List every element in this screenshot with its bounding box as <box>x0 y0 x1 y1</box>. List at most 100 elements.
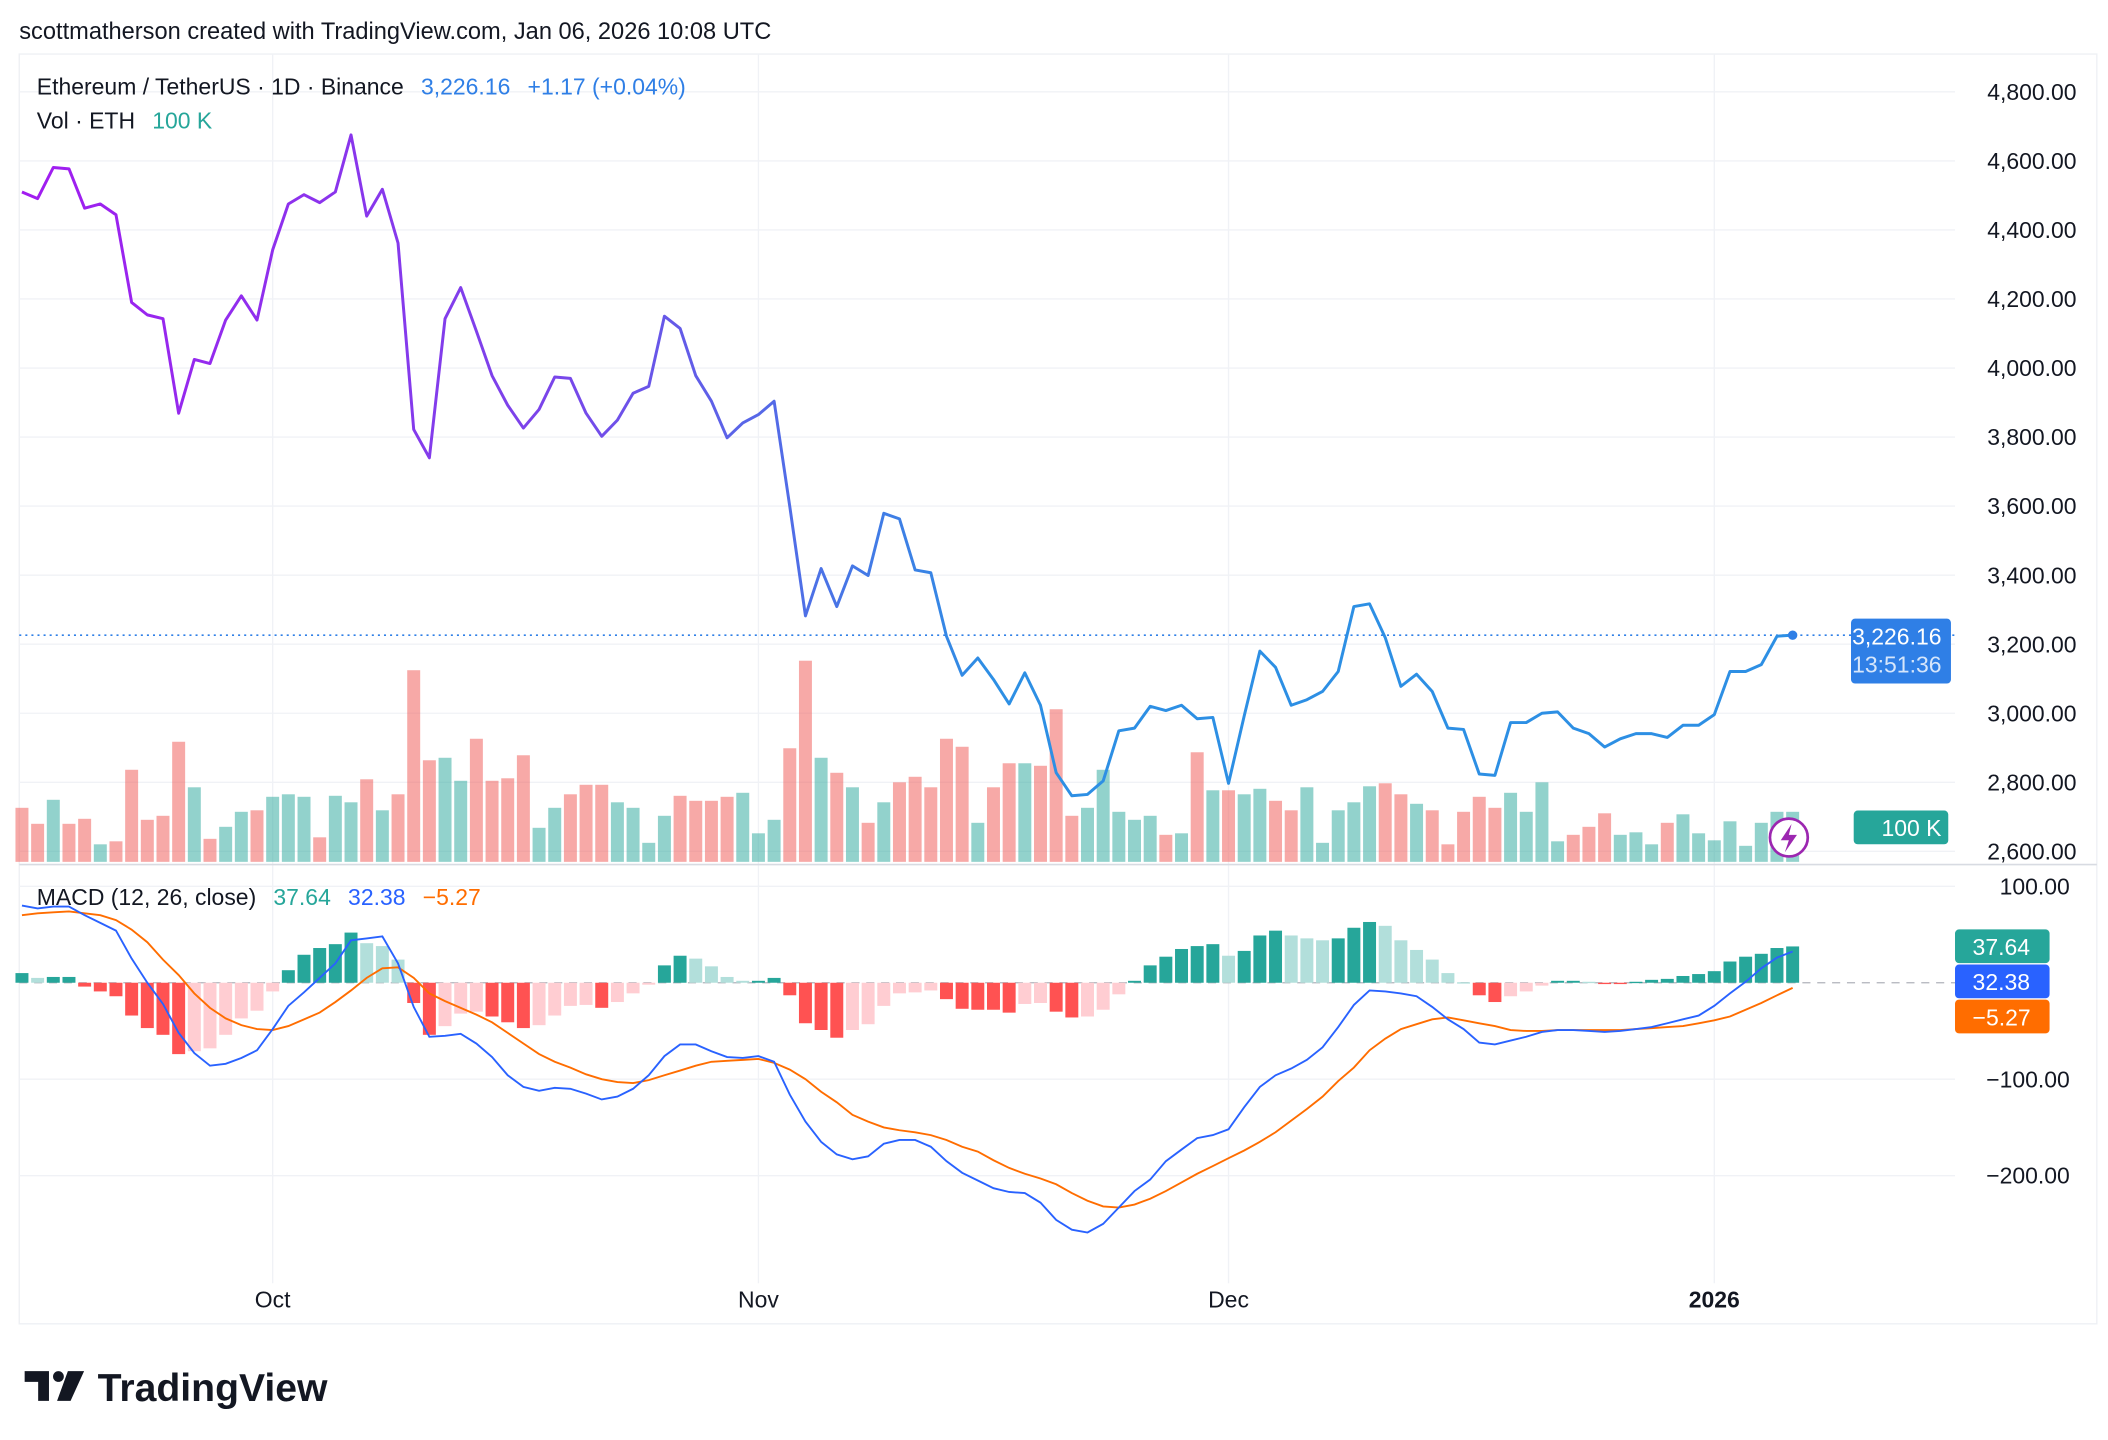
macd-hist-badge: 37.64 <box>1955 929 2050 964</box>
macd-signal-badge-value: −5.27 <box>1973 1004 2031 1030</box>
volume-bar <box>1347 802 1361 862</box>
macd-histogram-bar <box>1253 935 1267 983</box>
macd-histogram-bar <box>1159 956 1173 983</box>
volume-bar <box>626 807 640 862</box>
volume-bar <box>1598 813 1612 862</box>
macd-histogram-bar <box>1018 982 1032 1004</box>
macd-histogram-bar <box>234 982 248 1019</box>
price-tick-label: 3,800.00 <box>1987 424 2076 450</box>
macd-histogram-bar <box>642 982 656 985</box>
volume-bar <box>579 784 593 862</box>
macd-histogram-bar <box>798 982 812 1024</box>
volume-bar <box>469 738 483 862</box>
legend-change: +1.17 (+0.04%) <box>528 74 686 100</box>
volume-bar <box>1300 787 1314 862</box>
volume-bar <box>642 842 656 862</box>
volume-bar <box>1488 807 1502 862</box>
volume-bar <box>673 795 687 862</box>
time-tick-label: 2026 <box>1689 1287 1740 1313</box>
volume-bar <box>344 802 358 862</box>
lightning-icon[interactable] <box>1768 817 1810 858</box>
macd-histogram-bar <box>1284 935 1298 983</box>
volume-bar <box>1629 832 1643 862</box>
macd-histogram-bar <box>1660 978 1674 983</box>
macd-histogram-bar <box>626 982 640 994</box>
price-tick-label: 2,600.00 <box>1987 838 2076 864</box>
macd-histogram-bar <box>46 976 60 983</box>
volume-bar <box>1410 803 1424 862</box>
chart-frame <box>18 53 2098 1325</box>
time-tick-label: Dec <box>1208 1287 1249 1313</box>
macd-histogram-bar <box>1425 959 1439 983</box>
volume-bar <box>1551 841 1565 862</box>
volume-bar <box>360 779 374 862</box>
volume-bar <box>532 827 546 862</box>
volume-bar <box>391 794 405 862</box>
volume-bar <box>1692 833 1706 862</box>
macd-histogram-bar <box>689 958 703 983</box>
macd-histogram-bar <box>501 982 515 1023</box>
macd-histogram-bar <box>1582 981 1596 984</box>
volume-bars <box>15 660 1800 862</box>
tradingview-logo[interactable]: TradingView <box>24 1367 328 1410</box>
macd-histogram <box>15 921 1800 1055</box>
macd-histogram-bar <box>31 977 45 983</box>
time-axis[interactable]: Oct Nov Dec 2026 <box>255 1287 1740 1313</box>
macd-histogram-bar <box>1002 982 1016 1013</box>
volume-bar <box>93 844 107 862</box>
volume-bar <box>1739 845 1753 862</box>
volume-bar <box>1269 800 1283 862</box>
volume-bar <box>1394 794 1408 862</box>
macd-histogram-bar <box>1034 982 1047 1003</box>
macd-histogram-bar <box>1065 982 1079 1018</box>
volume-bar <box>767 819 781 862</box>
volume-bar <box>62 823 76 862</box>
volume-bar <box>501 778 515 862</box>
volume-bar <box>1566 834 1580 862</box>
volume-bar <box>1316 842 1330 862</box>
volume-bar <box>1128 819 1141 862</box>
macd-histogram-bar <box>1786 946 1800 983</box>
macd-histogram-bar <box>1081 982 1094 1017</box>
volume-bar <box>438 757 452 862</box>
macd-histogram-bar <box>971 982 985 1010</box>
volume-bar <box>15 807 29 862</box>
volume-bar <box>328 795 342 862</box>
volume-bar <box>1457 811 1471 862</box>
macd-histogram-bar <box>1237 950 1251 983</box>
macd-histogram-bar <box>532 982 546 1026</box>
volume-bar <box>986 787 1000 862</box>
macd-axis[interactable]: 100.00 −100.00 −200.00 <box>1986 873 2070 1188</box>
macd-histogram-bar <box>140 982 154 1029</box>
legend-macd-label: MACD (12, 26, close) <box>37 884 256 910</box>
volume-bar <box>971 822 985 862</box>
macd-histogram-bar <box>1331 938 1345 983</box>
macd-histogram-bar <box>250 982 264 1011</box>
volume-bar <box>877 802 891 862</box>
macd-histogram-bar <box>109 982 123 997</box>
macd-histogram-bar <box>375 946 389 983</box>
volume-bar <box>1034 765 1047 862</box>
volume-bar <box>1425 810 1439 862</box>
volume-bar <box>1112 811 1126 862</box>
volume-bar <box>689 800 703 862</box>
price-tick-label: 4,000.00 <box>1987 355 2076 381</box>
macd-histogram-bar <box>1472 982 1486 996</box>
price-tick-label: 4,400.00 <box>1987 217 2076 243</box>
volume-bar <box>908 776 922 862</box>
macd-histogram-bar <box>1222 955 1236 983</box>
volume-bar <box>187 787 201 862</box>
legend-row-macd: MACD (12, 26, close) 37.64 32.38 −5.27 <box>37 884 481 910</box>
macd-line-badge: 32.38 <box>1955 964 2050 999</box>
volume-bar <box>1175 833 1189 862</box>
macd-tick-label: −200.00 <box>1986 1163 2070 1189</box>
macd-histogram-bar <box>1347 927 1361 983</box>
volume-bar <box>1190 752 1204 862</box>
volume-bar <box>720 796 734 862</box>
legend-macd-signal: −5.27 <box>423 884 481 910</box>
price-line <box>21 133 1793 798</box>
price-axis[interactable]: 4,800.00 4,600.00 4,400.00 4,200.00 4,000.00… <box>1987 79 2076 864</box>
volume-bar <box>798 660 812 862</box>
macd-histogram-bar <box>955 982 969 1009</box>
